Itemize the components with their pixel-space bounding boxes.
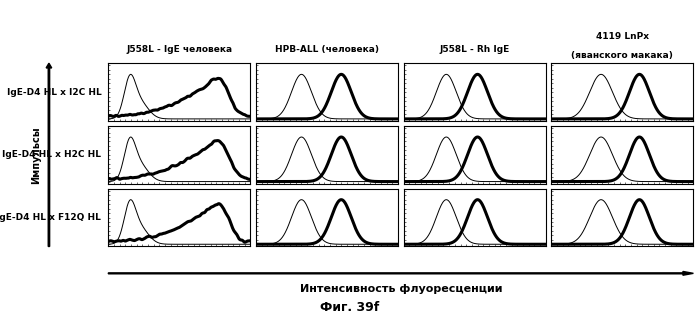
Text: IgE-D4 HL x F12Q HL: IgE-D4 HL x F12Q HL [0, 213, 101, 222]
Text: (яванского макака): (яванского макака) [572, 51, 673, 60]
Text: HPB-ALL (человека): HPB-ALL (человека) [275, 45, 379, 54]
Text: IgE-D4 HL x I2C HL: IgE-D4 HL x I2C HL [6, 88, 101, 97]
Text: Фиг. 39f: Фиг. 39f [320, 301, 379, 314]
Text: Импульсы: Импульсы [31, 126, 41, 184]
Text: IgE-D4 HL x H2C HL: IgE-D4 HL x H2C HL [2, 150, 101, 159]
Text: J558L - Rh IgE: J558L - Rh IgE [440, 45, 510, 54]
Text: 4119 LnPx: 4119 LnPx [596, 32, 649, 41]
Text: Интенсивность флуоресценции: Интенсивность флуоресценции [300, 284, 502, 295]
Text: J558L - IgE человека: J558L - IgE человека [127, 45, 233, 54]
